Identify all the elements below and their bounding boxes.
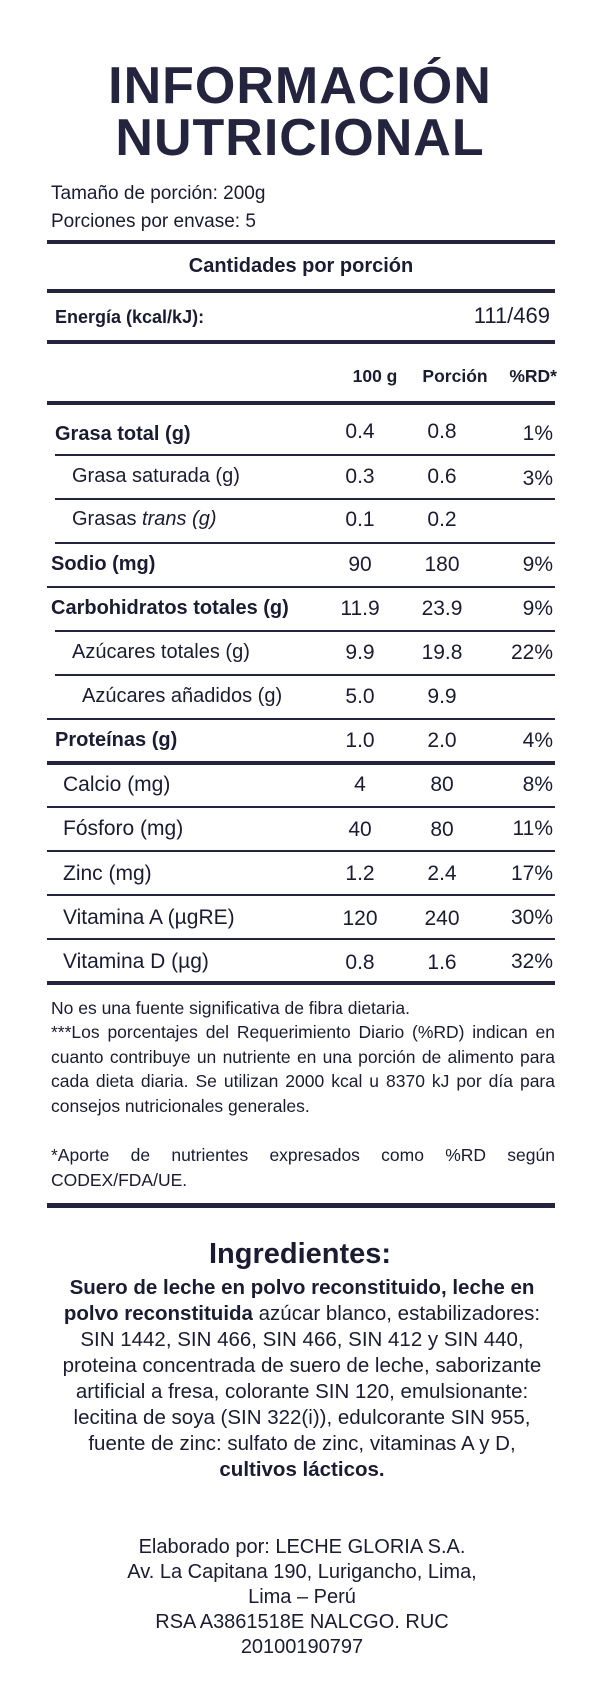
value-100g: 9.9 — [345, 641, 375, 664]
nutrient-label: Vitamina D (µg) — [63, 950, 209, 973]
ingredients-title: Ingredientes: — [208, 1238, 392, 1270]
value-100g: 1.2 — [345, 862, 375, 885]
note-rd: ***Los porcentajes del Requerimiento Dia… — [51, 1022, 555, 1116]
value-rd: 9% — [522, 597, 553, 620]
value-portion: 0.2 — [427, 508, 457, 531]
value-portion: 9.9 — [427, 685, 457, 708]
value-portion: 80 — [430, 773, 454, 796]
value-portion: 1.6 — [427, 951, 457, 974]
amounts-header: Cantidades por porción — [188, 255, 414, 277]
value-100g: 0.1 — [345, 508, 375, 531]
divider — [47, 401, 555, 405]
nutrient-label: Zinc (mg) — [63, 862, 152, 885]
nutrient-label: Vitamina A (µgRE) — [63, 906, 235, 929]
value-rd: 3% — [522, 467, 553, 490]
value-rd: 9% — [522, 553, 553, 576]
row-divider — [47, 850, 555, 852]
maker-line: RSA A3861518E NALCGO. RUC — [155, 1611, 449, 1633]
ingredients-body: azúcar blanco, estabilizadores: SIN 1442… — [62, 1302, 542, 1455]
value-portion: 0.8 — [427, 420, 457, 443]
manufacturer-info: Elaborado por: LECHE GLORIA S.A. Av. La … — [52, 1535, 552, 1660]
nutrient-label: Grasas trans (g) — [72, 508, 217, 531]
value-100g: 5.0 — [345, 685, 375, 708]
maker-line: Elaborado por: LECHE GLORIA S.A. — [138, 1536, 466, 1558]
label-italic: trans (g) — [142, 508, 217, 530]
value-portion: 180 — [424, 553, 460, 576]
row-divider — [55, 630, 555, 632]
row-divider — [55, 674, 555, 676]
value-portion: 19.8 — [421, 641, 463, 664]
title-line-1: INFORMACIÓN — [108, 57, 492, 115]
nutrient-label: Carbohidratos totales (g) — [51, 597, 289, 619]
value-100g: 4 — [354, 773, 366, 796]
value-portion: 2.0 — [427, 729, 457, 752]
value-100g: 90 — [348, 553, 372, 576]
divider — [47, 1203, 555, 1208]
value-rd: 32% — [510, 950, 553, 973]
value-rd: 8% — [522, 773, 553, 796]
value-rd: 1% — [522, 422, 553, 445]
divider — [47, 761, 555, 765]
energy-value: 111/469 — [473, 303, 550, 328]
value-100g: 120 — [342, 907, 378, 930]
nutrient-label: Proteínas (g) — [55, 729, 178, 751]
row-divider — [47, 806, 555, 808]
maker-line: 20100190797 — [240, 1636, 364, 1658]
divider — [47, 340, 555, 344]
divider — [47, 240, 555, 244]
maker-line: Av. La Capitana 190, Lurigancho, Lima, — [127, 1561, 477, 1583]
value-100g: 0.8 — [345, 951, 375, 974]
servings-per-pack: Porciones por envase: 5 — [51, 211, 256, 232]
value-portion: 0.6 — [427, 465, 457, 488]
value-rd: 17% — [510, 862, 553, 885]
row-divider — [47, 938, 555, 940]
nutrient-label: Calcio (mg) — [63, 773, 171, 796]
divider — [47, 289, 555, 293]
label-prefix: Grasas — [72, 508, 143, 530]
value-portion: 2.4 — [427, 862, 457, 885]
nutrient-label: Grasa total (g) — [55, 423, 191, 445]
col-100g: 100 g — [352, 366, 398, 386]
nutrient-label: Grasa saturada (g) — [72, 465, 240, 487]
value-100g: 0.4 — [345, 420, 375, 443]
row-divider — [55, 454, 555, 456]
nutrient-label: Azúcares totales (g) — [72, 641, 250, 663]
value-rd: 22% — [510, 641, 553, 664]
row-divider — [47, 894, 555, 896]
value-100g: 0.3 — [345, 465, 375, 488]
value-portion: 80 — [430, 818, 454, 841]
ingredients-bold-start: Suero de leche en polvo reconstituido, l… — [63, 1276, 535, 1325]
divider — [47, 981, 555, 985]
nutrient-label: Fósforo (mg) — [63, 817, 184, 840]
nutrient-label: Azúcares añadidos (g) — [82, 685, 283, 707]
row-divider — [47, 718, 555, 720]
nutrient-label: Sodio (mg) — [51, 553, 156, 575]
ingredients-text: Suero de leche en polvo reconstituido, l… — [52, 1275, 552, 1483]
col-rd: %RD* — [509, 366, 557, 386]
value-rd: 11% — [512, 817, 553, 840]
maker-line: Lima – Perú — [248, 1586, 356, 1608]
value-rd: 30% — [510, 906, 553, 929]
ingredients-bold-end: cultivos lácticos. — [219, 1458, 385, 1481]
row-divider — [47, 586, 555, 588]
title-line-2: NUTRICIONAL — [115, 109, 485, 167]
note-codex: *Aporte de nutrientes expresados como %R… — [51, 1145, 555, 1190]
serving-size: Tamaño de porción: 200g — [51, 183, 266, 204]
value-rd: 4% — [522, 729, 553, 752]
row-divider — [55, 498, 555, 500]
col-portion: Porción — [422, 366, 488, 386]
value-100g: 11.9 — [340, 597, 380, 620]
note-fiber: No es una fuente significativa de fibra … — [51, 998, 410, 1018]
energy-label: Energía (kcal/kJ): — [55, 307, 205, 327]
row-divider — [55, 542, 555, 544]
value-100g: 40 — [348, 818, 372, 841]
value-portion: 23.9 — [421, 597, 463, 620]
value-portion: 240 — [424, 907, 460, 930]
value-100g: 1.0 — [345, 729, 375, 752]
